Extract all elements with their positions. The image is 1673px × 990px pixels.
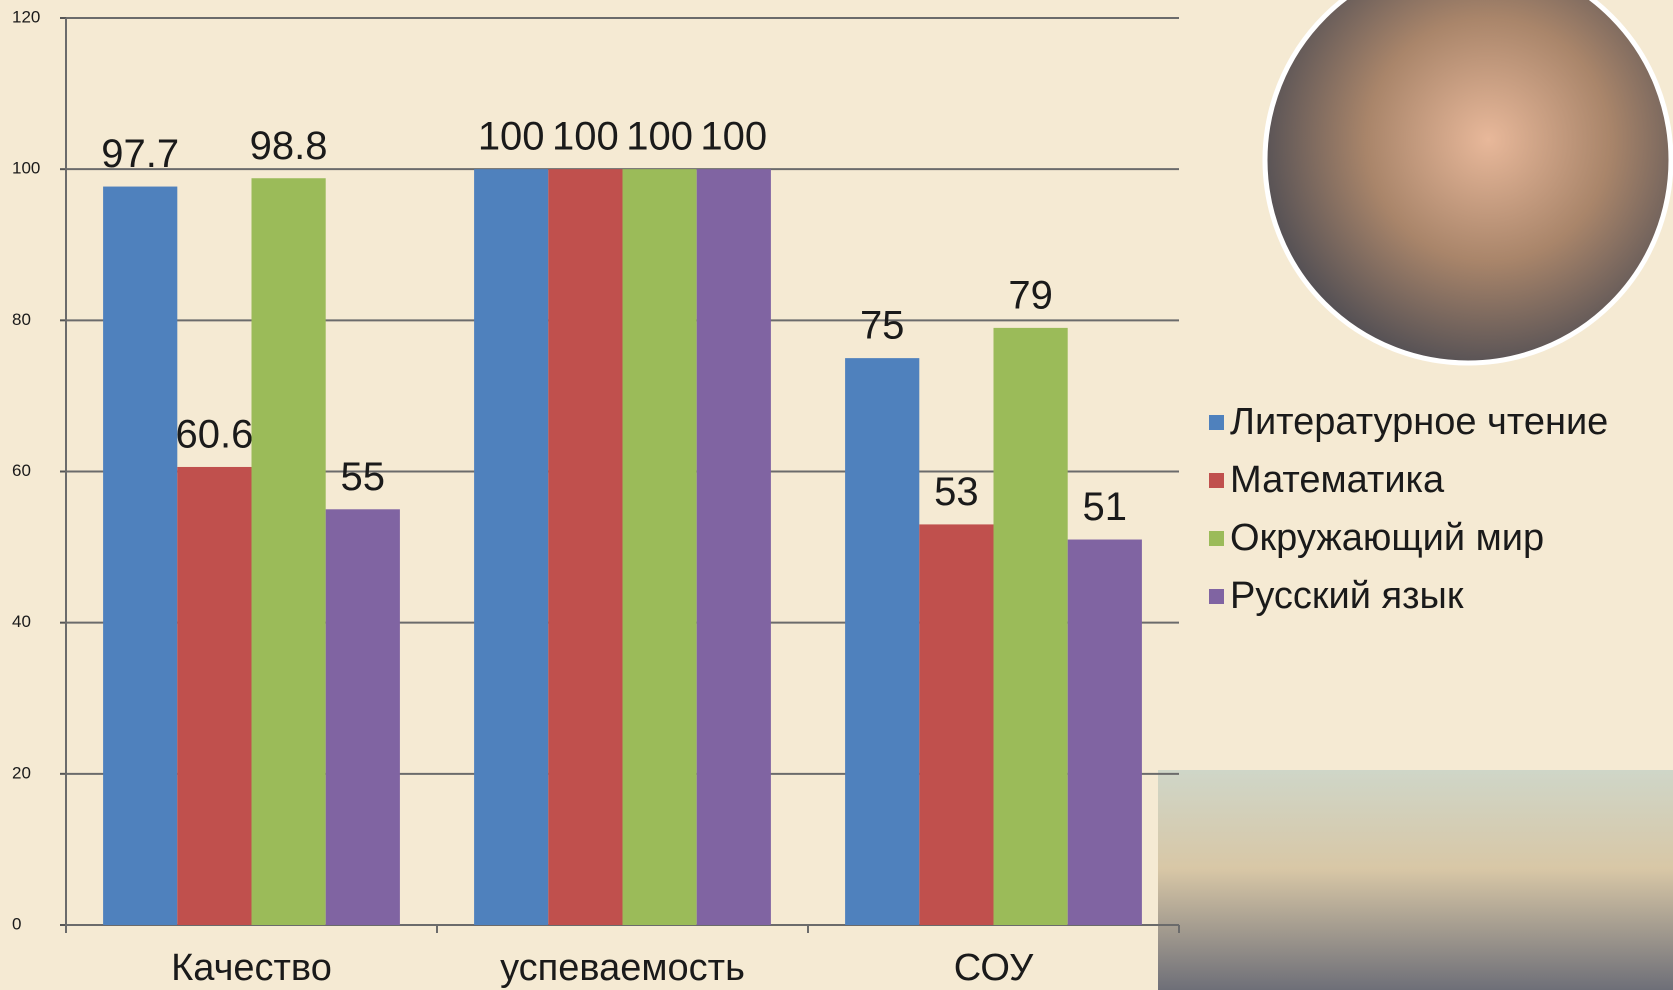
bar: [697, 169, 771, 925]
legend-swatch: [1209, 415, 1224, 430]
bar: [177, 467, 251, 925]
x-tick-label: Качество: [171, 947, 332, 989]
legend-swatch: [1209, 473, 1224, 488]
data-label: 55: [341, 455, 386, 499]
chart: 0 20 40 60 80 100 120 Качество 97.7 60.6 98.8 55 усп…: [0, 0, 1673, 990]
data-label: 100: [478, 115, 545, 159]
legend-swatch: [1209, 531, 1224, 546]
data-label: 53: [934, 470, 979, 514]
bar: [326, 509, 400, 925]
y-tick-label: 40: [12, 612, 31, 631]
y-tick-label: 120: [12, 7, 40, 26]
bar: [845, 358, 919, 925]
legend-label: Математика: [1230, 459, 1445, 501]
data-label: 100: [626, 115, 693, 159]
y-tick-label: 0: [12, 914, 21, 933]
classroom-photo: [1158, 770, 1673, 990]
y-tick-label: 100: [12, 159, 40, 178]
data-label: 51: [1083, 485, 1128, 529]
legend-label: Литературное чтение: [1230, 401, 1608, 443]
data-label: 100: [700, 115, 767, 159]
x-tick-label: СОУ: [954, 947, 1034, 989]
data-label: 79: [1008, 273, 1053, 317]
legend-label: Русский язык: [1230, 575, 1464, 617]
y-tick-label: 80: [12, 310, 31, 329]
bar: [919, 524, 993, 925]
bar: [103, 187, 177, 925]
y-tick-label: 60: [12, 461, 31, 480]
legend-label: Окружающий мир: [1230, 517, 1544, 559]
bar: [252, 178, 326, 925]
y-tick-label: 20: [12, 763, 31, 782]
data-label: 75: [860, 304, 905, 348]
x-tick-label: успеваемость: [500, 947, 745, 989]
bar: [1068, 540, 1142, 925]
bar: [548, 169, 622, 925]
page: 0 20 40 60 80 100 120 Качество 97.7 60.6 98.8 55 усп…: [0, 0, 1673, 990]
bar: [474, 169, 548, 925]
data-label: 97.7: [101, 132, 179, 176]
bar: [994, 328, 1068, 925]
bar: [623, 169, 697, 925]
legend-swatch: [1209, 589, 1224, 604]
data-label: 98.8: [250, 124, 328, 168]
data-label: 60.6: [175, 413, 253, 457]
data-label: 100: [552, 115, 619, 159]
